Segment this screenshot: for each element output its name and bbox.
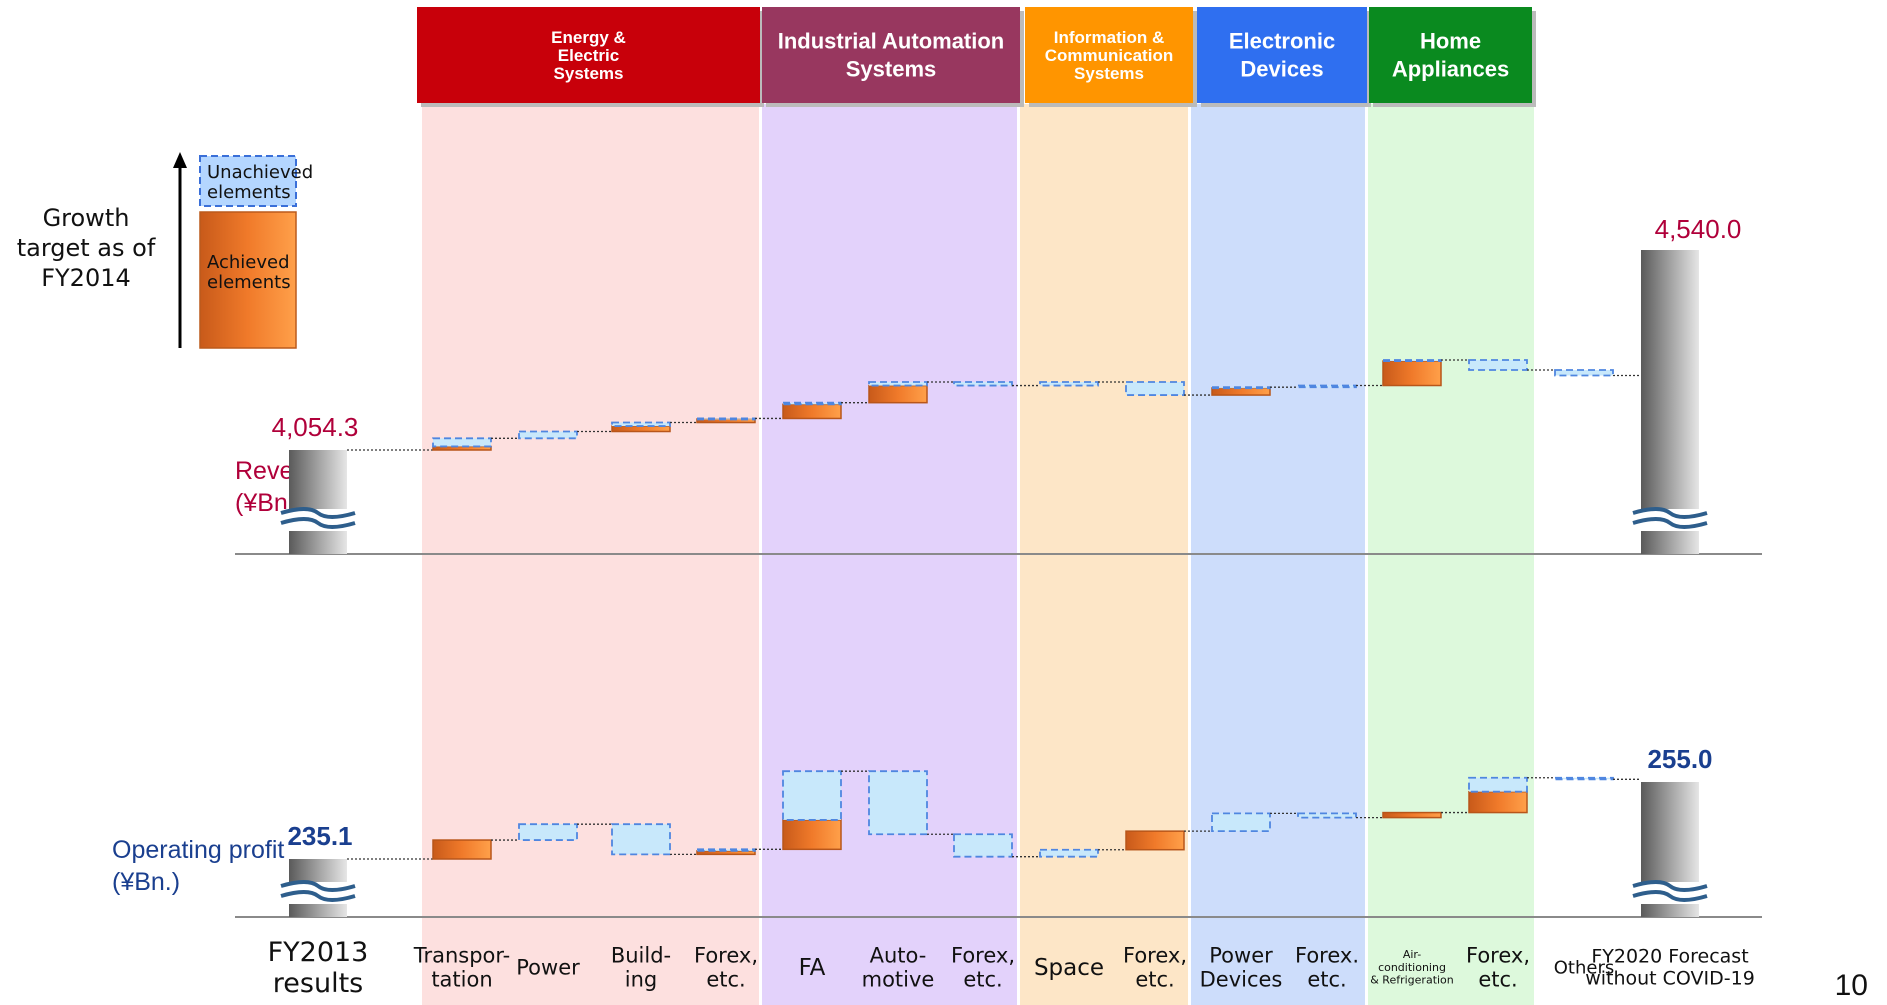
achieved-bar bbox=[1468, 790, 1528, 814]
x-tick-label: Auto-motive bbox=[862, 943, 935, 991]
axis-break-wave bbox=[280, 890, 356, 902]
legend-achieved-swatch bbox=[199, 211, 297, 349]
achieved-bar bbox=[782, 403, 842, 420]
legend-arrow-head bbox=[173, 152, 187, 168]
x-tick-label: Build-ing bbox=[611, 943, 671, 991]
x-tick-label: Space bbox=[1034, 955, 1104, 981]
unachieved-bar bbox=[1125, 381, 1185, 396]
legend-caption: Growth target as of FY2014 bbox=[17, 204, 156, 292]
unachieved-bar bbox=[953, 833, 1013, 858]
unachieved-bar bbox=[953, 381, 1013, 387]
x-tick-label: Forex, etc. bbox=[1466, 943, 1530, 991]
x-tick-label: Forex, etc. bbox=[694, 943, 758, 991]
end-value-label: 255.0 bbox=[1647, 744, 1712, 774]
unachieved-bar bbox=[696, 417, 756, 421]
achieved-bar bbox=[1382, 360, 1442, 387]
end-value-label: 4,540.0 bbox=[1655, 214, 1742, 244]
x-tick-label: FA bbox=[799, 955, 826, 981]
segment-header-label: Electronic Devices bbox=[1229, 29, 1335, 82]
legend-unachieved-label: Unachieved elements bbox=[207, 162, 313, 203]
x-tick-label: Transpor-tation bbox=[413, 943, 511, 991]
x-tick-label: Power Devices bbox=[1200, 943, 1283, 991]
profit-waterfall: 235.1 255.0 bbox=[280, 744, 1713, 917]
unachieved-bar bbox=[1382, 359, 1442, 362]
segment-header bbox=[1369, 7, 1532, 103]
segment-header-label: Industrial Automation Systems bbox=[778, 29, 1005, 82]
unachieved-bar bbox=[782, 401, 842, 406]
legend-unachieved-swatch bbox=[199, 155, 297, 207]
x-tick-label: Forex, etc. bbox=[951, 943, 1015, 991]
unachieved-bar bbox=[1039, 848, 1099, 858]
unachieved-bar bbox=[868, 381, 928, 387]
unachieved-bar bbox=[1211, 812, 1271, 833]
axis-break-wave bbox=[1632, 890, 1708, 902]
segment-header bbox=[417, 7, 760, 103]
achieved-bar bbox=[782, 819, 842, 851]
segment-header-label: Information & Communication Systems bbox=[1045, 28, 1173, 83]
x-tick-label: Power bbox=[516, 955, 580, 979]
unachieved-bar bbox=[611, 421, 671, 427]
axis-break-wave bbox=[280, 880, 356, 892]
axis-break-wave bbox=[1632, 517, 1708, 529]
unachieved-bar bbox=[1554, 776, 1614, 781]
unachieved-bar bbox=[782, 770, 842, 821]
unachieved-bar bbox=[1554, 369, 1614, 377]
legend: Unachieved elements Achieved elements Grow… bbox=[17, 152, 313, 349]
start-value-label: 235.1 bbox=[287, 821, 352, 851]
achieved-bar bbox=[1125, 830, 1185, 851]
legend-achieved-label: Achieved elements bbox=[207, 252, 291, 293]
unachieved-bar bbox=[1211, 386, 1271, 390]
x-tick-label: Air-conditioning & Refrigeration bbox=[1370, 948, 1454, 986]
unachieved-bar bbox=[518, 823, 578, 841]
page-number: 10 bbox=[1835, 969, 1868, 1002]
x-tick-label: FY2013 results bbox=[268, 937, 369, 999]
revenue-waterfall: 4,054.3 4,540.0 bbox=[272, 214, 1742, 554]
segment-headers: Energy & Electric Systems Industrial Automa… bbox=[417, 7, 1536, 107]
unachieved-bar bbox=[696, 848, 756, 852]
unachieved-bar bbox=[1297, 812, 1357, 819]
achieved-bar bbox=[868, 384, 928, 404]
start-value-label: 4,054.3 bbox=[272, 412, 359, 442]
profit-title: Operating profit (¥Bn.) bbox=[112, 836, 284, 896]
achieved-bar bbox=[432, 839, 492, 860]
axis-break-wave bbox=[280, 517, 356, 529]
segment-header bbox=[762, 7, 1020, 103]
achieved-bar bbox=[1382, 811, 1442, 819]
axis-break-wave bbox=[1632, 880, 1708, 892]
unachieved-bar bbox=[1468, 776, 1528, 793]
segment-header bbox=[1025, 7, 1193, 103]
unachieved-bar bbox=[611, 823, 671, 856]
unachieved-bar bbox=[868, 770, 928, 836]
x-tick-label: Forex, etc. bbox=[1123, 943, 1187, 991]
segment-header-label: Home Appliances bbox=[1392, 29, 1509, 82]
x-tick-label: Others bbox=[1554, 957, 1615, 978]
unachieved-bar bbox=[432, 437, 492, 448]
segment-header bbox=[1197, 7, 1367, 103]
segment-header-label: Energy & Electric Systems bbox=[551, 28, 626, 83]
x-tick-label: Forex. etc. bbox=[1295, 943, 1359, 991]
unachieved-bar bbox=[1468, 359, 1528, 371]
x-tick-label: FY2020 Forecast without COVID-19 bbox=[1585, 946, 1755, 990]
unachieved-bar bbox=[1297, 384, 1357, 389]
start-bar bbox=[289, 450, 347, 554]
end-bar bbox=[1641, 250, 1699, 554]
axis-break-wave bbox=[1632, 507, 1708, 519]
axis-break-wave bbox=[280, 507, 356, 519]
unachieved-bar bbox=[518, 430, 578, 440]
unachieved-bar bbox=[1039, 381, 1099, 387]
